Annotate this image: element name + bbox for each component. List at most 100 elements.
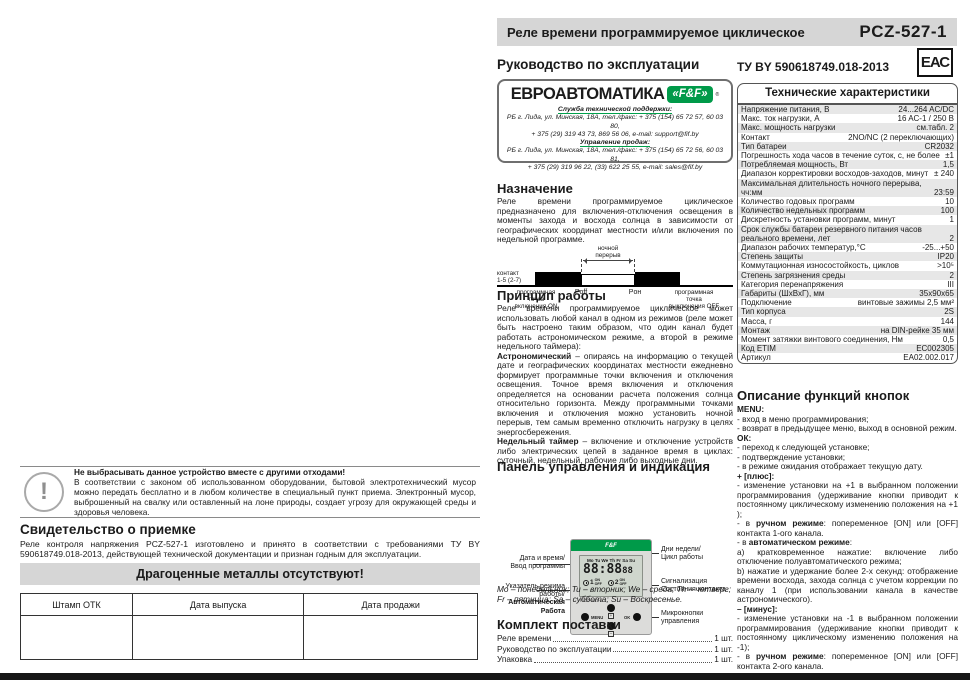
- callout-line: [645, 617, 659, 618]
- principle-paragraph: Астрономический – опираясь на информацию…: [497, 350, 733, 437]
- spec-label: Степень защиты: [741, 252, 803, 262]
- night-break-label: ночной перерыв: [595, 245, 621, 259]
- spec-label: Срок службы батареи резервного питания ч…: [741, 224, 922, 243]
- spec-row: Тип батареи CR2032: [738, 141, 957, 152]
- support-line2: + 375 (29) 319 43 73, 869 56 06, e-mail:…: [531, 130, 699, 138]
- spec-label: Напряжение питания, В: [741, 105, 830, 114]
- device-figure: Дата и время/ Ввод программы Указатель р…: [497, 539, 733, 641]
- dotted-leader: [613, 651, 713, 653]
- page-bottom-edge: [0, 673, 970, 680]
- spec-row: Момент затяжки винтового соединения, Нм 0…: [738, 335, 957, 344]
- spec-label: Тип корпуса: [741, 307, 786, 317]
- callout-signal: Сигнализация Состояния контакта: [661, 578, 726, 594]
- disposal-warning-box: ! Не выбрасывать данное устройство вмест…: [20, 466, 480, 518]
- spec-value: ± 240: [934, 169, 954, 179]
- brand-name: ЕВРОАВТОМАТИКА: [510, 85, 665, 103]
- package-item: Упаковка 1 шт.: [497, 654, 733, 665]
- callout-datetime: Дата и время/ Ввод программы: [510, 555, 565, 571]
- button-function-line: - изменение установки на +1 в выбранном …: [737, 480, 958, 519]
- package-item: Реле времени 1 шт.: [497, 633, 733, 644]
- minus-button: [607, 622, 615, 630]
- warning-body: В соответствии с законом об использованн…: [74, 477, 476, 517]
- timing-diagram: ночной перерыв контакт 1-5 (2-7) програм…: [497, 245, 733, 311]
- spec-label: Габариты (ШхВхГ), мм: [741, 289, 825, 299]
- spec-label: Дискретность установки программ, минут: [741, 215, 896, 225]
- spec-value: 16 AC-1 / 250 В: [897, 114, 954, 124]
- spec-value: 100: [940, 206, 954, 216]
- release-date-header: Дата выпуска: [131, 593, 305, 616]
- sale-date-cell: [303, 615, 478, 660]
- spec-label: Момент затяжки винтового соединения, Нм: [741, 335, 903, 345]
- on-point-label: программная точка включения ON: [514, 289, 558, 310]
- days-abbreviations-note: Mo – понедельник; Tu – вторник; We – сре…: [497, 584, 731, 604]
- spec-row: Максимальная длительность ночного переры…: [738, 178, 957, 198]
- button-function-line: - вход в меню программирования;: [737, 413, 869, 424]
- spec-row: Срок службы батареи резервного питания ч…: [738, 224, 957, 244]
- pon-label: Pон: [628, 289, 642, 296]
- acceptance-heading: Свидетельство о приемке: [20, 522, 196, 537]
- spec-table-title: Технические характеристики: [738, 84, 957, 105]
- spec-value: на DIN-рейке 35 мм: [880, 325, 954, 335]
- button-function-line: a) кратковременное нажатие: включение ли…: [737, 546, 958, 566]
- package-heading: Комплект поставки: [497, 617, 621, 632]
- button-function-line: - в режиме ожидания отображает текущую д…: [737, 461, 923, 471]
- spec-row: Напряжение питания, В 24...264 AC/DC: [738, 105, 957, 115]
- button-function-line: - подтверждение установки;: [737, 451, 846, 462]
- spec-label: Монтаж: [741, 325, 770, 335]
- spec-row: Габариты (ШхВхГ), мм 35x90x65: [738, 289, 957, 299]
- manual-heading: Руководство по эксплуатации: [497, 57, 700, 72]
- callout-line: [537, 590, 579, 591]
- spec-label: Подключение: [741, 298, 792, 308]
- dotted-leader: [553, 640, 713, 642]
- spec-row: Диапазон корректировки восходов-заходов,…: [738, 169, 957, 178]
- spec-row: Коммутационная износостойкость, циклов >1…: [738, 261, 957, 270]
- channel-2-indicator: 2 ON OFF: [607, 578, 627, 587]
- spec-value: IP20: [937, 252, 954, 262]
- button-function-line: - в автоматическом режиме:: [737, 537, 853, 547]
- spec-label: Потребляемая мощность, Вт: [741, 160, 849, 170]
- spec-row: Масса, г 144: [738, 317, 957, 326]
- title-bar: Реле времени программируемое циклическое…: [497, 18, 957, 46]
- package-list: Реле времени 1 шт. Руководство по эксплуат…: [497, 633, 733, 665]
- device-image: F&F Mo Tu We Th Fr Sa Su 88:8888 1 ON OFF: [570, 539, 652, 637]
- acceptance-text: Реле контроля напряжения PCZ-527-1 изгот…: [20, 539, 480, 560]
- button-function-line: ОК:: [737, 432, 752, 443]
- principle-paragraph: Реле времени программируемое циклическое…: [497, 303, 733, 351]
- device-brand-bar: F&F: [571, 540, 651, 551]
- package-item-name: Реле времени: [497, 633, 552, 643]
- standard-number: ТУ BY 590618749.018-2013: [737, 60, 890, 74]
- spec-row: Степень защиты IP20: [738, 252, 957, 262]
- stamp-otk-cell: [20, 615, 133, 660]
- page-title: Реле времени программируемое циклическое: [507, 24, 805, 40]
- lcd-digits: 88:8888: [583, 562, 633, 577]
- off-point-label: программная точка выключения OFF: [668, 289, 720, 310]
- contact-label: контакт 1-5 (2-7): [497, 270, 522, 284]
- lcd-days-row: Mo Tu We Th Fr Sa Su: [586, 558, 636, 563]
- spec-value: см.табл. 2: [916, 123, 954, 133]
- spec-value: винтовые зажимы 2,5 мм²: [857, 298, 954, 308]
- support-line1: РБ г. Лида, ул. Минская, 18А, тел./факс:…: [506, 114, 724, 130]
- button-function-line: - переход к следующей установке;: [737, 442, 870, 452]
- dotted-leader: [534, 661, 713, 663]
- button-function-line: + [плюс]:: [737, 470, 775, 481]
- ok-button: [633, 613, 641, 621]
- plus-icon: +: [608, 613, 614, 619]
- spec-label: Категория перенапряжения: [741, 279, 844, 289]
- brand-contact-box: ЕВРОАВТОМАТИКА «F&F» ® Служба техническо…: [497, 79, 733, 171]
- spec-value: III: [947, 279, 954, 289]
- registered-mark: ®: [715, 91, 720, 98]
- spec-value: 24...264 AC/DC: [898, 105, 954, 114]
- right-page-left-column: Руководство по эксплуатации ЕВРОАВТОМАТИ…: [497, 0, 733, 664]
- plus-button: [607, 604, 615, 612]
- buttons-desc-text: MENU: - вход в меню программирования; - во…: [737, 404, 958, 671]
- device-model-label: PCZ-527-1: [580, 598, 603, 603]
- spec-value: 1: [949, 215, 954, 225]
- callout-mode: Указатель режима работы/ Автоматическая …: [505, 583, 565, 615]
- spec-label: Тип батареи: [741, 141, 787, 151]
- spec-table: Технические характеристики Напряжение пи…: [737, 83, 958, 364]
- spec-label: Артикул: [741, 353, 771, 363]
- spec-row: Категория перенапряжения III: [738, 280, 957, 289]
- contact-info: Служба технической поддержки: РБ г. Лида…: [502, 106, 728, 172]
- spec-label: Погрешность хода часов в течение суток, …: [741, 151, 940, 161]
